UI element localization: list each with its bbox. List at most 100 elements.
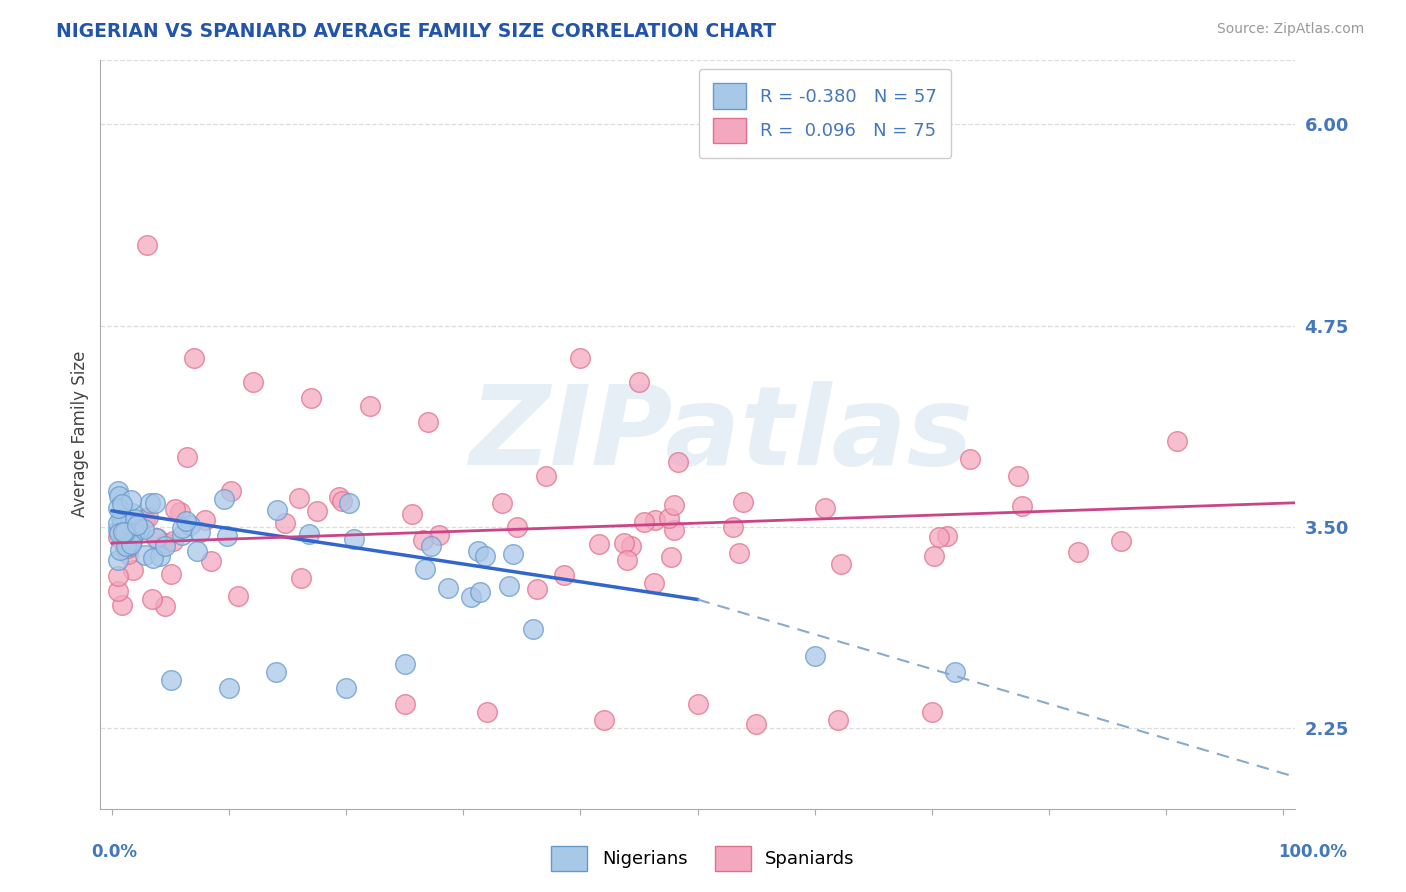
Point [121, 532, 143, 546]
Point [526, 582, 548, 596]
Point [219, 483, 242, 498]
Point [803, 648, 825, 663]
Point [124, 512, 146, 526]
Point [616, 552, 638, 566]
Point [643, 575, 665, 590]
Point [418, 415, 440, 429]
Point [588, 537, 610, 551]
Point [134, 511, 156, 525]
Point [114, 541, 136, 556]
Point [733, 495, 755, 509]
Point [666, 455, 689, 469]
Text: 0.0%: 0.0% [91, 843, 138, 861]
Point [111, 516, 134, 530]
Point [169, 505, 191, 519]
Point [1166, 434, 1188, 448]
Point [337, 496, 360, 510]
Point [335, 681, 357, 695]
Point [159, 673, 181, 687]
Legend: R = -0.380   N = 57, R =  0.096   N = 75: R = -0.380 N = 57, R = 0.096 N = 75 [699, 69, 952, 158]
Point [427, 528, 450, 542]
Point [183, 351, 205, 365]
Point [122, 525, 145, 540]
Point [115, 514, 138, 528]
Point [644, 514, 666, 528]
Point [176, 450, 198, 464]
Point [474, 549, 496, 564]
Point [475, 706, 498, 720]
Point [134, 548, 156, 562]
Point [620, 539, 643, 553]
Point [153, 599, 176, 613]
Point [328, 490, 350, 504]
Point [121, 507, 143, 521]
Point [108, 489, 131, 503]
Point [290, 571, 312, 585]
Point [659, 549, 682, 564]
Point [627, 375, 650, 389]
Point [830, 558, 852, 572]
Point [188, 524, 211, 539]
Point [107, 483, 129, 498]
Point [922, 549, 945, 563]
Point [1011, 499, 1033, 513]
Point [107, 516, 129, 530]
Point [165, 501, 187, 516]
Point [136, 510, 159, 524]
Point [141, 591, 163, 606]
Point [138, 496, 160, 510]
Point [128, 522, 150, 536]
Point [460, 590, 482, 604]
Point [436, 581, 458, 595]
Point [186, 544, 208, 558]
Point [959, 452, 981, 467]
Point [662, 498, 685, 512]
Point [274, 516, 297, 530]
Point [467, 543, 489, 558]
Point [413, 562, 436, 576]
Y-axis label: Average Family Size: Average Family Size [72, 351, 89, 517]
Point [107, 523, 129, 537]
Point [723, 519, 745, 533]
Point [122, 564, 145, 578]
Point [115, 539, 138, 553]
Point [412, 533, 434, 548]
Point [125, 518, 148, 533]
Point [1109, 534, 1132, 549]
Point [143, 496, 166, 510]
Point [827, 714, 849, 728]
Point [200, 553, 222, 567]
Point [491, 496, 513, 510]
Point [114, 524, 136, 539]
Point [288, 491, 311, 505]
Point [305, 504, 328, 518]
Point [662, 524, 685, 538]
Point [569, 351, 592, 365]
Point [522, 622, 544, 636]
Point [153, 536, 176, 550]
Point [242, 375, 264, 389]
Point [394, 657, 416, 671]
Point [330, 494, 353, 508]
Text: NIGERIAN VS SPANIARD AVERAGE FAMILY SIZE CORRELATION CHART: NIGERIAN VS SPANIARD AVERAGE FAMILY SIZE… [56, 22, 776, 41]
Point [120, 537, 142, 551]
Point [218, 681, 240, 695]
Point [149, 549, 172, 563]
Point [110, 497, 132, 511]
Point [343, 532, 366, 546]
Point [121, 534, 143, 549]
Point [498, 579, 520, 593]
Point [108, 543, 131, 558]
Point [686, 698, 709, 712]
Point [943, 665, 966, 679]
Point [117, 547, 139, 561]
Point [935, 529, 957, 543]
Point [921, 706, 943, 720]
Point [553, 567, 575, 582]
Point [212, 491, 235, 506]
Point [228, 589, 250, 603]
Point [745, 716, 768, 731]
Point [814, 501, 837, 516]
Point [176, 514, 198, 528]
Point [145, 531, 167, 545]
